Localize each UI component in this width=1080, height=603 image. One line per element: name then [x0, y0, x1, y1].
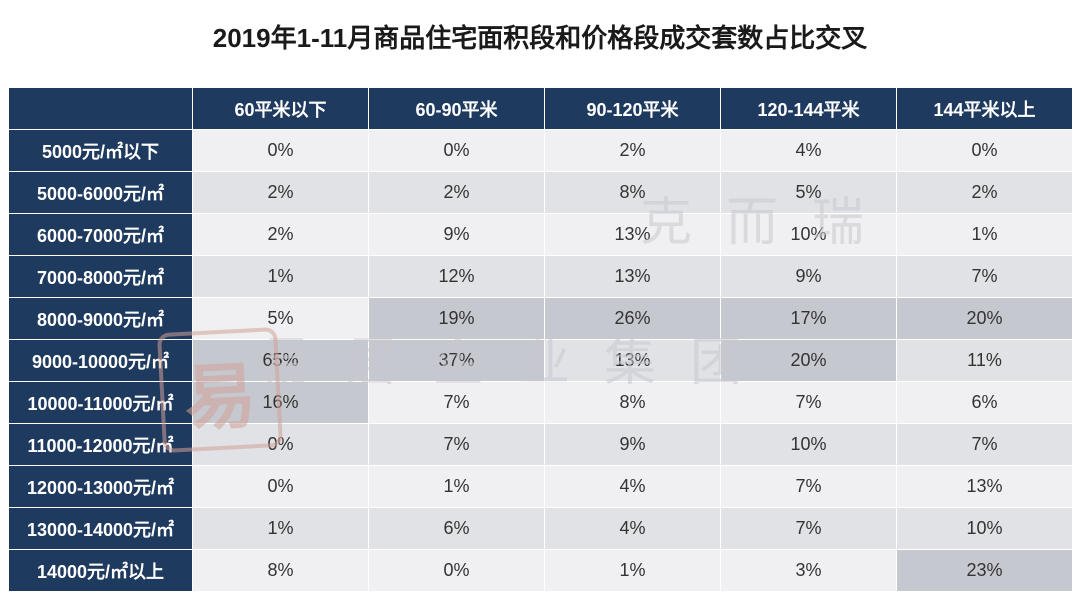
table-row: 5000元/㎡以下0%0%2%4%0%	[9, 130, 1073, 172]
table-cell: 1%	[545, 550, 721, 592]
table-cell: 1%	[193, 508, 369, 550]
table-row-header: 6000-7000元/㎡	[9, 214, 193, 256]
table-body: 5000元/㎡以下0%0%2%4%0%5000-6000元/㎡2%2%8%5%2…	[9, 130, 1073, 592]
table-cell: 1%	[897, 214, 1073, 256]
table-cell: 2%	[193, 172, 369, 214]
table-cell: 7%	[721, 508, 897, 550]
table-cell: 10%	[721, 214, 897, 256]
table-cell: 2%	[193, 214, 369, 256]
table-cell: 4%	[721, 130, 897, 172]
table-cell: 65%	[193, 340, 369, 382]
table-col-header: 60平米以下	[193, 88, 369, 130]
table-row-header: 14000元/㎡以上	[9, 550, 193, 592]
table-cell: 9%	[545, 424, 721, 466]
table-cell: 4%	[545, 466, 721, 508]
table-row-header: 12000-13000元/㎡	[9, 466, 193, 508]
table-cell: 10%	[721, 424, 897, 466]
table-row: 5000-6000元/㎡2%2%8%5%2%	[9, 172, 1073, 214]
table-row-header: 10000-11000元/㎡	[9, 382, 193, 424]
table-row: 13000-14000元/㎡1%6%4%7%10%	[9, 508, 1073, 550]
cross-table-container: 60平米以下60-90平米90-120平米120-144平米144平米以上 50…	[8, 87, 1072, 592]
table-header-row: 60平米以下60-90平米90-120平米120-144平米144平米以上	[9, 88, 1073, 130]
table-cell: 5%	[193, 298, 369, 340]
table-cell: 13%	[897, 466, 1073, 508]
table-row-header: 5000-6000元/㎡	[9, 172, 193, 214]
table-col-header: 144平米以上	[897, 88, 1073, 130]
table-cell: 8%	[545, 382, 721, 424]
table-row-header: 8000-9000元/㎡	[9, 298, 193, 340]
table-col-header: 120-144平米	[721, 88, 897, 130]
table-cell: 13%	[545, 214, 721, 256]
table-cell: 20%	[721, 340, 897, 382]
table-col-header: 60-90平米	[369, 88, 545, 130]
table-cell: 7%	[369, 424, 545, 466]
table-row-header: 9000-10000元/㎡	[9, 340, 193, 382]
table-col-header: 90-120平米	[545, 88, 721, 130]
table-row: 11000-12000元/㎡0%7%9%10%7%	[9, 424, 1073, 466]
table-row: 12000-13000元/㎡0%1%4%7%13%	[9, 466, 1073, 508]
table-cell: 19%	[369, 298, 545, 340]
table-row-header: 13000-14000元/㎡	[9, 508, 193, 550]
table-cell: 4%	[545, 508, 721, 550]
table-cell: 6%	[897, 382, 1073, 424]
table-cell: 0%	[193, 424, 369, 466]
table-cell: 1%	[369, 466, 545, 508]
table-row: 10000-11000元/㎡16%7%8%7%6%	[9, 382, 1073, 424]
table-cell: 7%	[897, 256, 1073, 298]
table-cell: 9%	[369, 214, 545, 256]
table-row-header: 5000元/㎡以下	[9, 130, 193, 172]
table-cell: 8%	[545, 172, 721, 214]
table-cell: 2%	[545, 130, 721, 172]
table-corner-cell	[9, 88, 193, 130]
table-row-header: 7000-8000元/㎡	[9, 256, 193, 298]
table-cell: 8%	[193, 550, 369, 592]
table-cell: 1%	[193, 256, 369, 298]
table-cell: 17%	[721, 298, 897, 340]
cross-table: 60平米以下60-90平米90-120平米120-144平米144平米以上 50…	[8, 87, 1073, 592]
table-cell: 23%	[897, 550, 1073, 592]
table-cell: 2%	[897, 172, 1073, 214]
table-cell: 0%	[193, 466, 369, 508]
table-cell: 11%	[897, 340, 1073, 382]
table-cell: 7%	[721, 466, 897, 508]
table-cell: 37%	[369, 340, 545, 382]
table-row: 7000-8000元/㎡1%12%13%9%7%	[9, 256, 1073, 298]
table-cell: 12%	[369, 256, 545, 298]
table-cell: 13%	[545, 256, 721, 298]
table-cell: 0%	[369, 550, 545, 592]
table-cell: 10%	[897, 508, 1073, 550]
table-cell: 16%	[193, 382, 369, 424]
page-title: 2019年1-11月商品住宅面积段和价格段成交套数占比交叉	[0, 0, 1080, 67]
table-cell: 2%	[369, 172, 545, 214]
table-cell: 0%	[897, 130, 1073, 172]
table-row: 6000-7000元/㎡2%9%13%10%1%	[9, 214, 1073, 256]
table-cell: 0%	[193, 130, 369, 172]
table-cell: 20%	[897, 298, 1073, 340]
table-cell: 7%	[721, 382, 897, 424]
table-row: 14000元/㎡以上8%0%1%3%23%	[9, 550, 1073, 592]
table-cell: 7%	[369, 382, 545, 424]
table-cell: 9%	[721, 256, 897, 298]
table-row-header: 11000-12000元/㎡	[9, 424, 193, 466]
table-row: 8000-9000元/㎡5%19%26%17%20%	[9, 298, 1073, 340]
table-cell: 6%	[369, 508, 545, 550]
table-cell: 26%	[545, 298, 721, 340]
table-cell: 13%	[545, 340, 721, 382]
table-cell: 7%	[897, 424, 1073, 466]
table-cell: 3%	[721, 550, 897, 592]
table-cell: 5%	[721, 172, 897, 214]
table-cell: 0%	[369, 130, 545, 172]
table-row: 9000-10000元/㎡65%37%13%20%11%	[9, 340, 1073, 382]
